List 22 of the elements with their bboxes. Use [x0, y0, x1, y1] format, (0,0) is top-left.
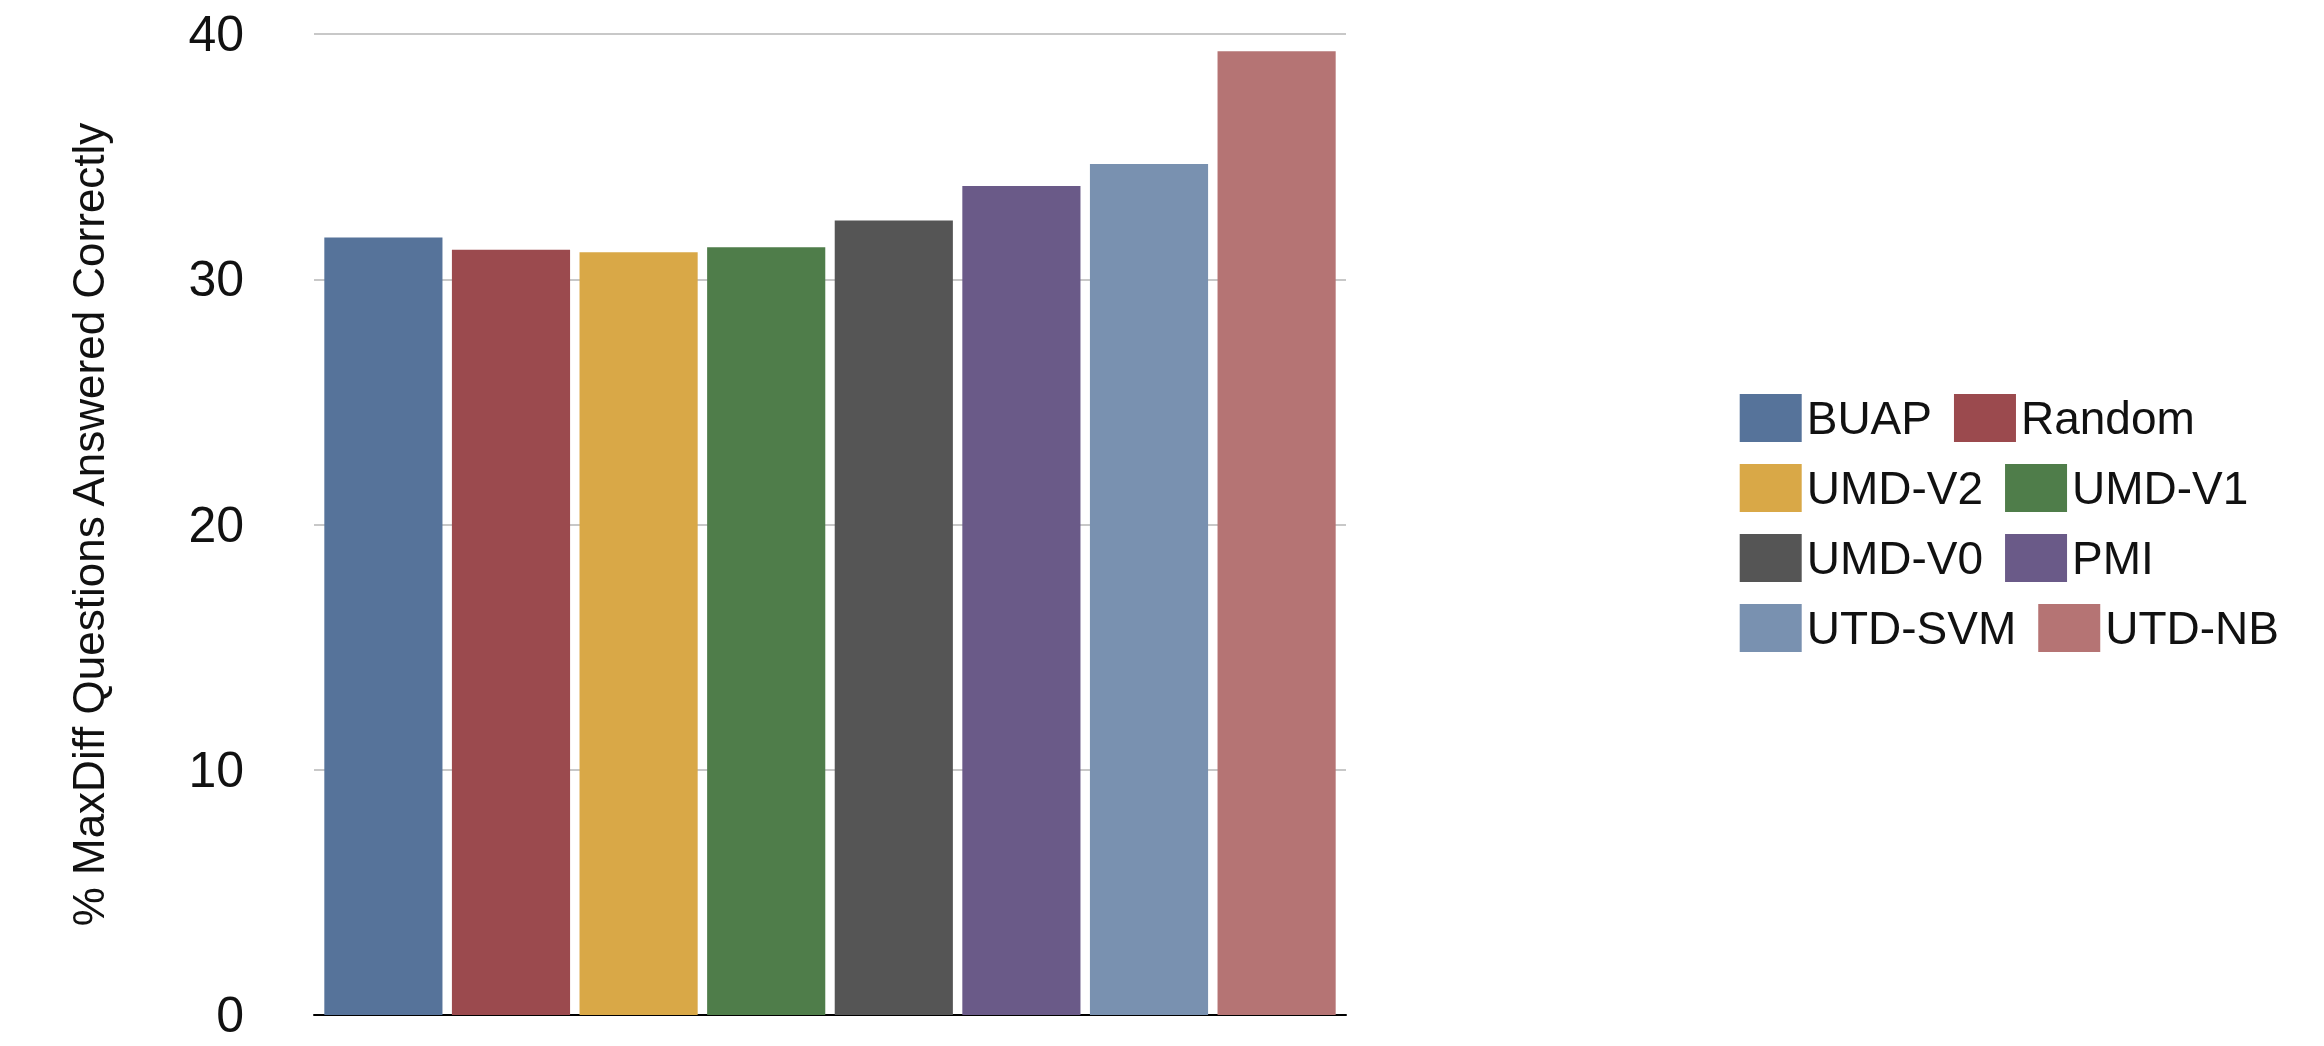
- bar: [1089, 163, 1209, 1015]
- bar: [451, 249, 571, 1015]
- legend-label: UMD-V1: [2072, 462, 2249, 514]
- legend-label: Random: [2020, 392, 2195, 444]
- bar: [707, 247, 826, 1015]
- bar: [834, 220, 953, 1015]
- bar: [962, 186, 1081, 1015]
- y-tick-label: 40: [188, 6, 244, 62]
- legend-label: UMD-V0: [1806, 532, 1984, 584]
- y-tick-label: 20: [188, 496, 244, 553]
- y-axis-title: % MaxDiff Questions Answered Correctly: [63, 122, 113, 927]
- y-tick-label: 0: [216, 987, 244, 1043]
- bar: [579, 252, 698, 1015]
- y-tick-label: 10: [188, 741, 244, 798]
- legend-label: UTD-SVM: [1806, 602, 2017, 654]
- y-tick-label: 30: [188, 251, 244, 308]
- legend-label: PMI: [2072, 532, 2154, 584]
- legend-label: UTD-NB: [2105, 602, 2280, 654]
- legend-label: UMD-V2: [1806, 462, 1984, 514]
- bar: [1217, 51, 1336, 1015]
- legend-label: BUAP: [1806, 392, 1932, 444]
- bar: [324, 237, 443, 1015]
